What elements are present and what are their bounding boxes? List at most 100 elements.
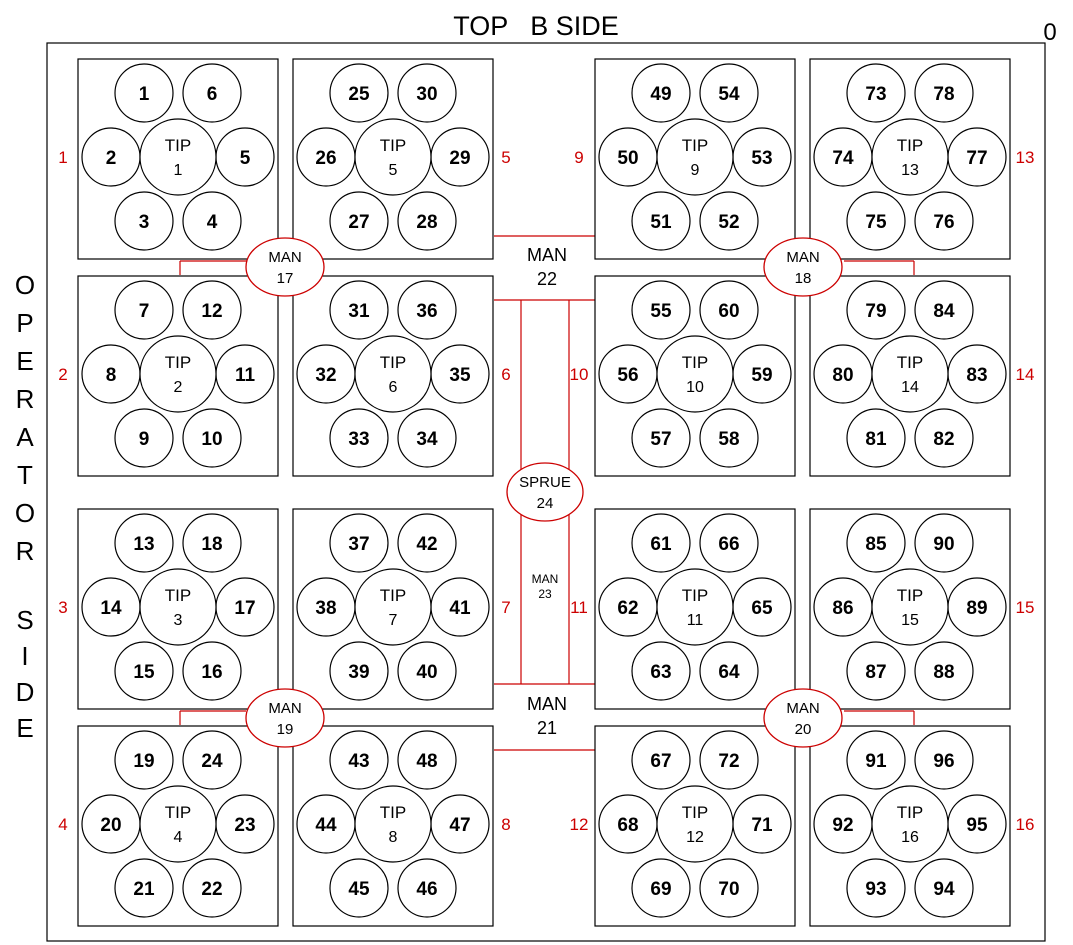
- tip-circle: [871, 785, 949, 863]
- cavity-circle: [182, 730, 242, 790]
- tip-number: 15: [901, 612, 919, 629]
- cavity-number: 43: [348, 751, 369, 772]
- cavity-circle: [182, 641, 242, 701]
- manifold-24: SPRUE 24: [506, 462, 584, 522]
- zone-label: 5: [501, 148, 510, 167]
- cavity-number: 32: [315, 365, 336, 386]
- cavity-block-tip-12: 67 72 68 71 69 70 TIP 12 12: [570, 725, 796, 927]
- tip-label: TIP: [165, 803, 191, 822]
- cavity-circle: [914, 408, 974, 468]
- zone-label: 7: [501, 598, 510, 617]
- cavity-number: 47: [449, 815, 470, 836]
- cavity-number: 87: [865, 662, 886, 683]
- cavity-number: 12: [201, 301, 222, 322]
- tip-label: TIP: [380, 136, 406, 155]
- cavity-number: 22: [201, 879, 222, 900]
- side-label-letter: D: [16, 677, 35, 707]
- tip-circle: [871, 118, 949, 196]
- zone-label: 4: [58, 815, 67, 834]
- tip-number: 14: [901, 379, 919, 396]
- cavity-number: 20: [100, 815, 121, 836]
- cavity-number: 70: [718, 879, 739, 900]
- cavity-number: 86: [832, 598, 853, 619]
- cavity-number: 80: [832, 365, 853, 386]
- tip-circle: [656, 568, 734, 646]
- cavity-number: 25: [348, 84, 370, 105]
- cavity-circle: [182, 63, 242, 123]
- tip-label: TIP: [165, 136, 191, 155]
- tip-circle: [139, 118, 217, 196]
- manifold-number: 17: [277, 270, 294, 287]
- cavity-number: 14: [100, 598, 122, 619]
- tip-circle: [656, 118, 734, 196]
- tip-label: TIP: [165, 353, 191, 372]
- manifold-21: MAN 21: [527, 694, 567, 738]
- side-label-letter: E: [16, 713, 33, 743]
- cavity-circle: [114, 641, 174, 701]
- cavity-number: 64: [718, 662, 740, 683]
- cavity-number: 18: [201, 534, 222, 555]
- cavity-block-tip-15: 85 90 86 89 87 88 TIP 15 15: [809, 508, 1035, 710]
- cavity-number: 71: [751, 815, 773, 836]
- tip-circle: [354, 785, 432, 863]
- tip-circle: [871, 568, 949, 646]
- cavity-number: 75: [865, 212, 887, 233]
- cavity-circle: [114, 408, 174, 468]
- manifold-17: MAN 17: [245, 237, 325, 297]
- cavity-number: 1: [139, 84, 150, 105]
- tip-circle: [871, 335, 949, 413]
- cavity-number: 84: [933, 301, 955, 322]
- manifold-ellipse: [245, 688, 325, 748]
- cavity-number: 74: [832, 148, 854, 169]
- cavity-number: 9: [139, 429, 150, 450]
- cavity-number: 52: [718, 212, 739, 233]
- cavity-number: 38: [315, 598, 336, 619]
- cavity-circle: [631, 63, 691, 123]
- cavity-circle: [699, 63, 759, 123]
- cavity-number: 81: [865, 429, 887, 450]
- cavity-number: 95: [966, 815, 988, 836]
- cavity-number: 24: [201, 751, 223, 772]
- cavity-number: 13: [133, 534, 154, 555]
- manifold-label: MAN: [786, 700, 819, 717]
- cavity-number: 26: [315, 148, 336, 169]
- cavity-circle: [397, 191, 457, 251]
- tip-number: 2: [174, 379, 183, 396]
- cavity-circle: [699, 730, 759, 790]
- cavity-circle: [114, 513, 174, 573]
- zone-label: 9: [574, 148, 583, 167]
- cavity-circle: [329, 858, 389, 918]
- cavity-block-tip-8: 43 48 44 47 45 46 TIP 8 8: [292, 725, 511, 927]
- cavity-block-tip-14: 79 84 80 83 81 82 TIP 14 14: [809, 275, 1034, 477]
- zone-label: 15: [1016, 598, 1035, 617]
- cavity-number: 68: [617, 815, 638, 836]
- manifold-19: MAN 19: [245, 688, 325, 748]
- tip-number: 1: [174, 162, 183, 179]
- cavity-circle: [397, 858, 457, 918]
- tip-number: 6: [389, 379, 398, 396]
- cavity-number: 19: [133, 751, 154, 772]
- side-label-letter: A: [16, 422, 34, 452]
- manifold-number: 20: [795, 721, 812, 738]
- cavity-number: 51: [650, 212, 672, 233]
- cavity-block-tip-1: 1 6 2 5 3 4 TIP 1 1: [58, 58, 279, 260]
- cavity-number: 73: [865, 84, 886, 105]
- manifold-label: MAN: [532, 572, 559, 586]
- cavity-circle: [329, 641, 389, 701]
- tip-label: TIP: [682, 586, 708, 605]
- side-label-letter: R: [16, 536, 35, 566]
- manifold-ellipse: [763, 237, 843, 297]
- tip-number: 4: [174, 829, 183, 846]
- side-label-letter: R: [16, 384, 35, 414]
- cavity-circle: [914, 858, 974, 918]
- cavity-circle: [846, 858, 906, 918]
- cavity-number: 35: [449, 365, 471, 386]
- tip-circle: [354, 335, 432, 413]
- cavity-circle: [397, 63, 457, 123]
- cavity-number: 39: [348, 662, 369, 683]
- tip-circle: [656, 335, 734, 413]
- cavity-circle: [631, 280, 691, 340]
- side-label-letter: O: [15, 498, 35, 528]
- cavity-number: 58: [718, 429, 739, 450]
- cavity-circle: [329, 63, 389, 123]
